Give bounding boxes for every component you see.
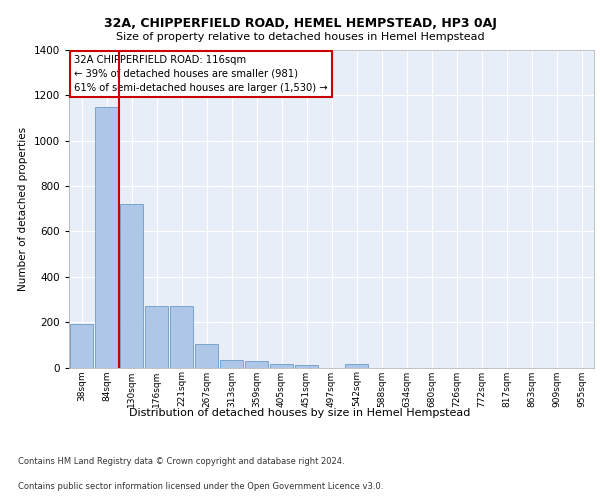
Text: Size of property relative to detached houses in Hemel Hempstead: Size of property relative to detached ho… <box>116 32 484 42</box>
Bar <box>245 361 268 368</box>
Text: 32A, CHIPPERFIELD ROAD, HEMEL HEMPSTEAD, HP3 0AJ: 32A, CHIPPERFIELD ROAD, HEMEL HEMPSTEAD,… <box>104 18 496 30</box>
Text: Contains HM Land Registry data © Crown copyright and database right 2024.: Contains HM Land Registry data © Crown c… <box>18 457 344 466</box>
Text: 32A CHIPPERFIELD ROAD: 116sqm
← 39% of detached houses are smaller (981)
61% of : 32A CHIPPERFIELD ROAD: 116sqm ← 39% of d… <box>74 55 328 93</box>
Y-axis label: Number of detached properties: Number of detached properties <box>18 126 28 291</box>
Text: Contains public sector information licensed under the Open Government Licence v3: Contains public sector information licen… <box>18 482 383 491</box>
Bar <box>345 364 368 368</box>
Bar <box>95 106 118 368</box>
Bar <box>270 364 293 368</box>
Bar <box>295 364 318 368</box>
Text: Distribution of detached houses by size in Hemel Hempstead: Distribution of detached houses by size … <box>130 408 470 418</box>
Bar <box>145 306 168 368</box>
Bar <box>220 360 243 368</box>
Bar <box>195 344 218 367</box>
Bar <box>170 306 193 368</box>
Bar <box>120 204 143 368</box>
Bar <box>70 324 93 368</box>
